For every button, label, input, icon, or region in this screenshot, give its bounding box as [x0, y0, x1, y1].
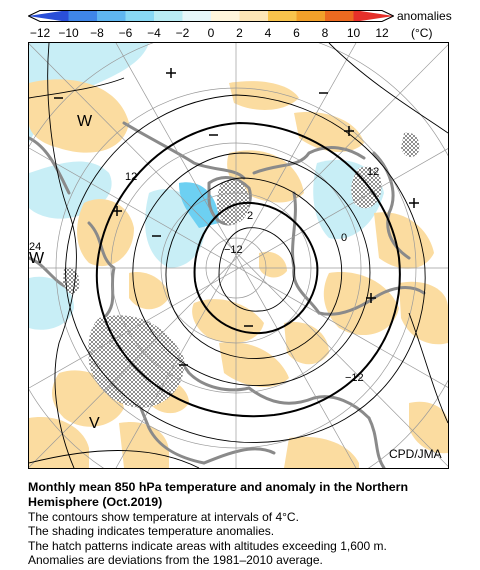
region-marks: W W V — [29, 113, 100, 432]
figure-caption: Monthly mean 850 hPa temperature and ano… — [28, 480, 478, 567]
caption-line: Anomalies are deviations from the 1981–2… — [28, 552, 323, 567]
scale-tick-label: −8 — [90, 26, 104, 40]
scale-swatch — [68, 10, 98, 22]
scale-tick-label: −12 — [29, 26, 51, 40]
caption-line: The shading indicates temperature anomal… — [28, 524, 275, 539]
scale-swatch — [325, 10, 354, 22]
region-mark: W — [29, 250, 45, 267]
scale-swatch — [125, 10, 155, 22]
scale-tick-label: 6 — [293, 26, 300, 40]
legend-title: anomalies — [397, 9, 452, 23]
scale-tick-label: −10 — [58, 26, 79, 40]
region-mark: W — [77, 113, 93, 130]
scale-tick-label: −4 — [147, 26, 161, 40]
scale-swatch — [182, 10, 212, 22]
anomaly-color-scale — [28, 10, 394, 22]
anomaly-marks — [54, 68, 419, 366]
scale-swatch — [97, 10, 126, 22]
high-altitude-hatching — [63, 132, 420, 408]
map-panel: 12 12 2 −12 0 24 −12 W W V — [28, 42, 449, 469]
scale-swatch — [268, 10, 297, 22]
contour-label: 2 — [247, 210, 253, 222]
scale-swatch — [239, 10, 269, 22]
scale-swatch — [154, 10, 183, 22]
scale-tick-label: −2 — [175, 26, 190, 40]
credit-text: CPD/JMA — [389, 447, 442, 461]
caption-line: The hatch patterns indicate areas with a… — [28, 538, 387, 553]
contour-label: −12 — [224, 244, 243, 256]
contour-label: 0 — [341, 232, 347, 244]
caption-line: The contours show temperature at interva… — [28, 510, 299, 524]
anomaly-shading — [29, 43, 448, 468]
scale-swatch — [211, 10, 240, 22]
temperature-contours — [29, 43, 448, 468]
legend-unit: (°C) — [411, 26, 433, 40]
scale-swatch — [296, 10, 326, 22]
scale-tick-label: 2 — [236, 26, 243, 40]
scale-swatch — [353, 10, 394, 22]
scale-outline — [28, 10, 394, 22]
scale-swatch — [28, 10, 69, 22]
scale-tick-label: −6 — [118, 26, 133, 40]
contour-label: 12 — [367, 166, 379, 178]
scale-tick-label: 10 — [346, 26, 361, 40]
scale-tick-label: 4 — [264, 26, 272, 40]
contour-labels: 12 12 2 −12 0 24 −12 — [29, 166, 379, 384]
contour-label: −12 — [345, 372, 364, 384]
scale-tick-label: 0 — [207, 26, 215, 40]
contour-label: 24 — [29, 241, 41, 253]
scale-tick-label: 12 — [375, 26, 389, 40]
anomaly-scale-ticks: −12 −10 −8 −6 −4 −2 0 2 4 6 8 10 12 — [28, 22, 394, 40]
caption-title: Monthly mean 850 hPa temperature and ano… — [28, 480, 409, 509]
contour-label: 12 — [125, 171, 137, 183]
region-mark: V — [89, 415, 100, 432]
scale-tick-label: 8 — [321, 26, 329, 40]
polar-temperature-map: 12 12 2 −12 0 24 −12 W W V — [29, 43, 448, 468]
